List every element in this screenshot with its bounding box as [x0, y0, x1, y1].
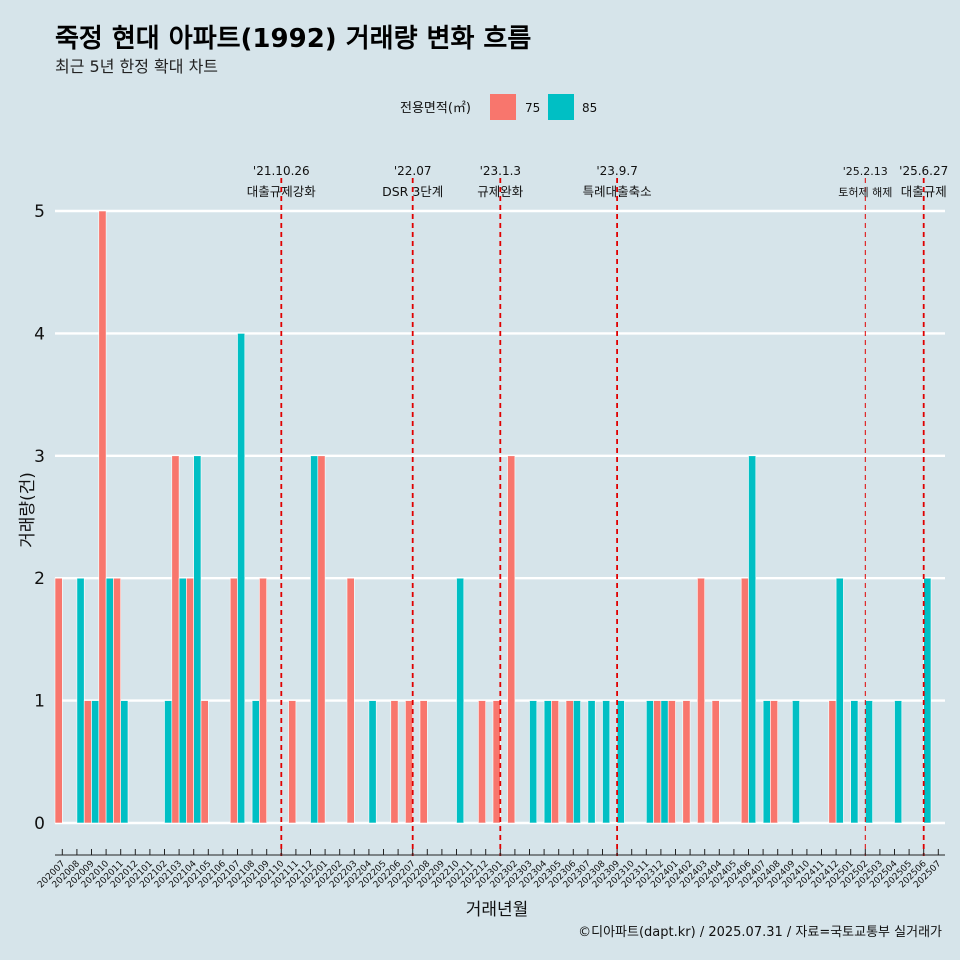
- bar-75: [346, 577, 355, 824]
- event-date: '25.6.27: [899, 164, 948, 178]
- source-caption: ©디아파트(dapt.kr) / 2025.07.31 / 자료=국토교통부 실…: [578, 925, 942, 940]
- bar-75: [682, 700, 691, 824]
- bar-75: [478, 700, 486, 824]
- chart-title: 죽정 현대 아파트(1992) 거래량 변화 흐름: [55, 24, 532, 54]
- bar-75: [492, 700, 501, 824]
- event-date: '23.1.3: [480, 164, 521, 178]
- event-label: 대출규제강화: [247, 184, 317, 199]
- event-date: '22.07: [394, 164, 432, 178]
- bar-75: [565, 700, 574, 824]
- bar-85: [529, 700, 538, 824]
- legend-label-75: 75: [525, 101, 540, 115]
- bar-85: [120, 700, 129, 824]
- bar-85: [835, 577, 844, 824]
- legend-label-85: 85: [582, 101, 597, 115]
- bar-85: [850, 700, 859, 824]
- legend-title: 전용면적(㎡): [400, 101, 471, 116]
- bar-85: [923, 577, 932, 824]
- event-date: '21.10.26: [253, 164, 310, 178]
- legend-swatch-75: [490, 94, 516, 120]
- legend-swatch-85: [548, 94, 574, 120]
- bar-85: [864, 700, 873, 824]
- bar-75: [259, 577, 267, 824]
- bar-85: [237, 333, 246, 824]
- bar-75: [667, 700, 676, 824]
- bar-75: [711, 700, 720, 824]
- event-label: 특례대출축소: [583, 184, 652, 199]
- bar-85: [456, 577, 465, 824]
- y-tick-label: 0: [34, 814, 45, 834]
- y-tick-label: 4: [34, 324, 45, 344]
- bar-85: [748, 455, 757, 824]
- bar-75: [200, 700, 209, 824]
- bar-75: [98, 210, 107, 824]
- bar-75: [113, 577, 122, 824]
- event-label: 대출규제: [901, 184, 947, 199]
- bar-85: [572, 700, 581, 824]
- y-axis-title: 거래량(건): [18, 472, 38, 548]
- bar-85: [543, 700, 552, 824]
- bar-85: [645, 700, 654, 824]
- event-label: 토허제 해제: [838, 185, 892, 199]
- bar-75: [186, 577, 194, 824]
- bar-75: [390, 700, 399, 824]
- bar-75: [697, 577, 706, 824]
- bar-75: [229, 577, 238, 824]
- event-date: '25.2.13: [843, 165, 888, 178]
- bar-85: [587, 700, 596, 824]
- bar-85: [616, 700, 625, 824]
- chart-subtitle: 최근 5년 한정 확대 차트: [55, 57, 219, 76]
- event-date: '23.9.7: [596, 164, 637, 178]
- bar-85: [105, 577, 114, 824]
- bar-75: [54, 577, 63, 824]
- y-tick-label: 1: [34, 692, 45, 712]
- bar-85: [76, 577, 85, 824]
- bar-75: [507, 455, 516, 824]
- bar-85: [602, 700, 611, 824]
- bar-85: [894, 700, 903, 824]
- bar-85: [91, 700, 100, 824]
- bar-75: [770, 700, 779, 824]
- event-label: DSR 3단계: [382, 184, 443, 199]
- y-tick-label: 3: [34, 447, 45, 467]
- bar-85: [164, 700, 173, 824]
- x-axis-title: 거래년월: [466, 900, 529, 920]
- bar-75: [288, 700, 297, 824]
- bar-85: [660, 700, 669, 824]
- bar-85: [368, 700, 377, 824]
- legend: 전용면적(㎡) 75 85: [400, 94, 597, 120]
- bar-75: [653, 700, 662, 824]
- bar-75: [828, 700, 837, 824]
- bar-75: [740, 577, 749, 824]
- bar-85: [310, 455, 319, 824]
- bars: [54, 210, 932, 824]
- bar-75: [419, 700, 428, 824]
- y-tick-label: 2: [34, 569, 45, 589]
- y-tick-label: 5: [34, 202, 45, 222]
- bar-75: [83, 700, 92, 824]
- bar-85: [178, 577, 187, 824]
- event-lines: '21.10.26 대출규제강화 '22.07 DSR 3단계 '23.1.3 규제완화 '…: [247, 164, 948, 856]
- bar-75: [171, 455, 180, 824]
- bar-85: [762, 700, 771, 824]
- bar-85: [251, 700, 260, 824]
- bar-75: [551, 700, 560, 824]
- event-label: 규제완화: [477, 184, 524, 199]
- bar-75: [317, 455, 326, 824]
- bar-85: [791, 700, 800, 824]
- bar-75: [405, 700, 413, 824]
- bar-85: [193, 455, 202, 824]
